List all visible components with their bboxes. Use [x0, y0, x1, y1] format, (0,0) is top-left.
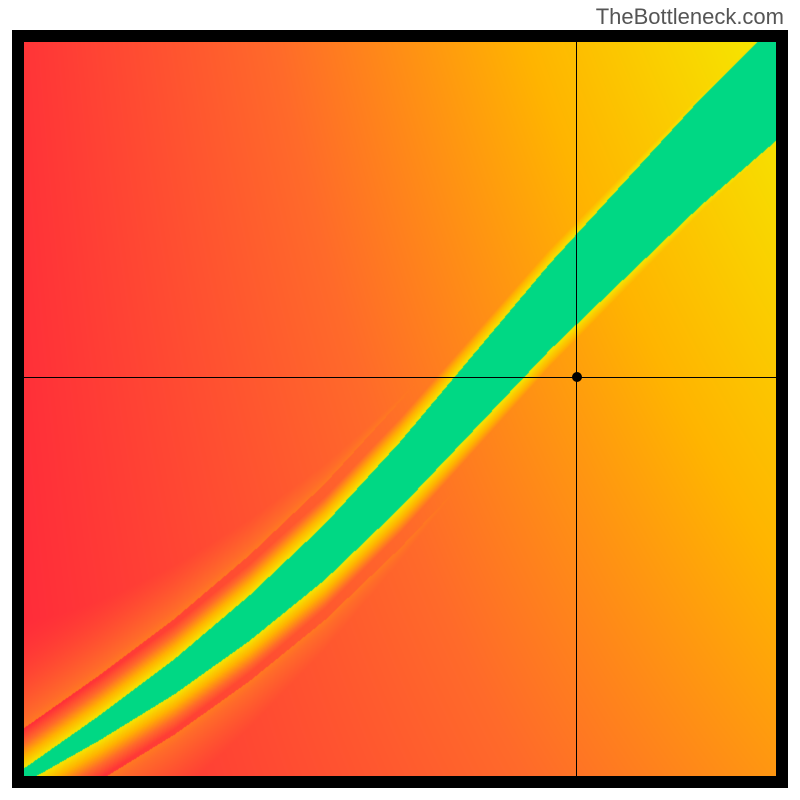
crosshair-horizontal — [24, 377, 776, 378]
crosshair-vertical — [576, 42, 577, 776]
heatmap-canvas — [24, 42, 776, 776]
chart-container: { "watermark": { "text": "TheBottleneck.… — [0, 0, 800, 800]
watermark-text: TheBottleneck.com — [596, 4, 784, 30]
